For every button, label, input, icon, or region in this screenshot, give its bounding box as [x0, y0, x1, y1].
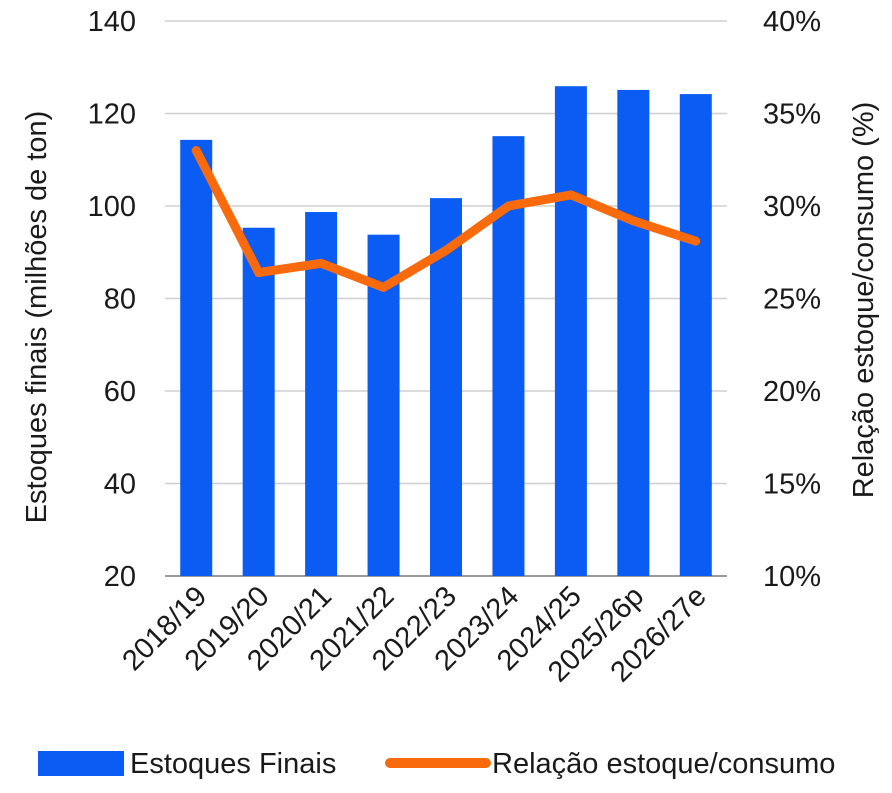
right-tick-label: 20%	[763, 376, 821, 408]
left-axis-title: Estoques finais (milhões de ton)	[21, 111, 53, 524]
right-tick-label: 10%	[763, 561, 821, 593]
right-tick-label: 25%	[763, 284, 821, 316]
bar	[554, 86, 587, 577]
right-tick-label: 15%	[763, 469, 821, 501]
left-tick-label: 120	[88, 99, 136, 131]
line-point	[444, 248, 448, 253]
left-tick-label: 20	[104, 561, 136, 593]
line-point	[256, 270, 261, 275]
right-axis-title: Relação estoque/consumo (%)	[848, 102, 880, 499]
left-tick-label: 40	[104, 469, 136, 501]
bar	[305, 212, 338, 576]
bar	[617, 89, 650, 576]
line-point	[194, 148, 199, 153]
bar-series	[180, 86, 712, 577]
line-point	[381, 285, 386, 290]
left-axis-ticks: 20 40 60 80 100 120 140	[88, 6, 136, 593]
left-tick-label: 80	[104, 284, 136, 316]
x-axis-ticks: 2018/192019/202020/212021/222022/232023/…	[116, 580, 712, 688]
line-series	[191, 146, 701, 292]
legend-swatch-bars	[38, 751, 124, 776]
right-tick-label: 40%	[763, 6, 821, 38]
right-axis-ticks: 10% 15% 20% 25% 30% 35% 40%	[763, 6, 821, 593]
left-tick-label: 100	[88, 191, 136, 223]
bar	[679, 94, 712, 576]
line-point	[506, 204, 511, 208]
legend: Estoques Finais Relação estoque/consumo	[38, 748, 835, 780]
right-tick-label: 30%	[763, 191, 821, 223]
line-point	[693, 239, 698, 244]
line-point	[631, 218, 636, 223]
legend-label-bars: Estoques Finais	[130, 748, 336, 780]
left-tick-label: 60	[104, 376, 136, 408]
bar	[180, 139, 213, 577]
line-point	[319, 261, 324, 266]
right-tick-label: 35%	[763, 99, 821, 131]
legend-label-line: Relação estoque/consumo	[492, 748, 835, 780]
line-point	[568, 192, 573, 197]
bar	[242, 227, 275, 577]
left-tick-label: 140	[88, 6, 136, 38]
